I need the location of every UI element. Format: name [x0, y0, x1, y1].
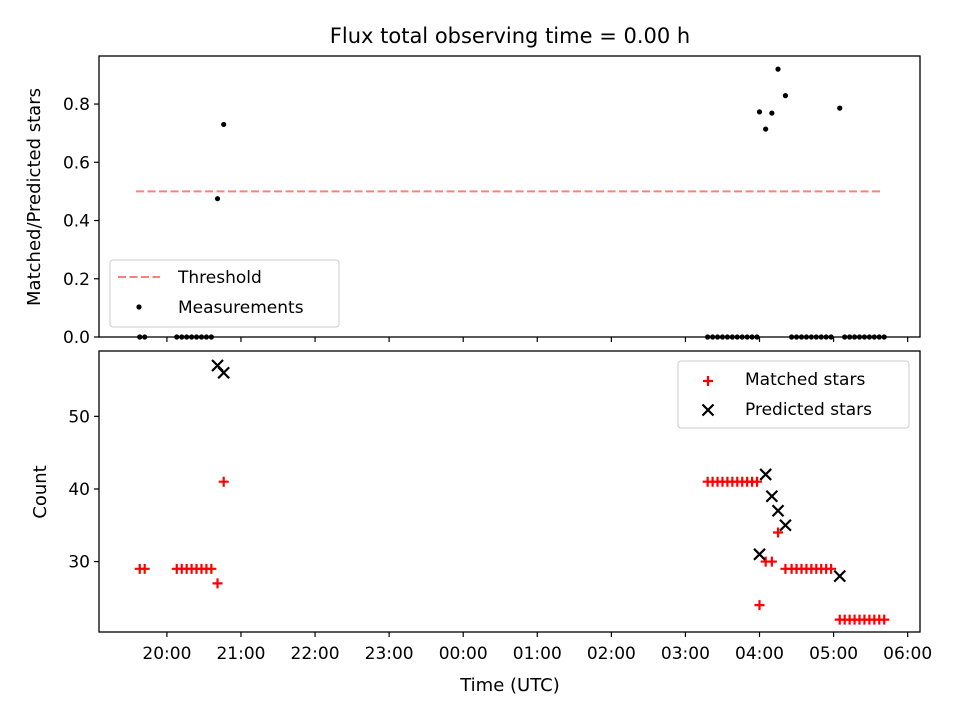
bottom-panel-frame — [98, 350, 921, 633]
predicted-star-point — [765, 489, 779, 503]
x-tick-label: 22:00 — [291, 644, 340, 664]
chart-title: Flux total observing time = 0.00 h — [330, 24, 690, 48]
legend-matched-label: Matched stars — [745, 370, 865, 390]
x-tick-label: 20:00 — [142, 644, 191, 664]
matched-star-point — [826, 563, 837, 574]
top-panel-y-axis: 0.0 0.2 0.4 0.6 0.8 — [63, 95, 99, 348]
bottom-panel-legend: Matched stars Predicted stars — [677, 360, 910, 429]
y-tick-label: 0.0 — [63, 328, 90, 348]
predicted-star-point — [779, 518, 792, 532]
y-tick-label: 0.2 — [63, 270, 90, 290]
y-tick-label: 0.4 — [63, 212, 90, 232]
x-tick-label: 04:00 — [735, 644, 784, 664]
legend-box — [677, 360, 910, 429]
matched-star-point — [879, 614, 890, 625]
matched-star-point — [773, 527, 784, 538]
x-tick-label: 23:00 — [365, 644, 414, 664]
measurement-point — [214, 196, 221, 202]
x-tick-label: 21:00 — [216, 644, 265, 664]
y-tick-label: 0.8 — [63, 95, 90, 115]
legend-predicted-swatch — [701, 403, 715, 417]
matched-star-point — [752, 476, 763, 487]
measurement-point — [775, 66, 781, 72]
matched-star-point — [766, 556, 777, 567]
top-panel-frame — [98, 55, 921, 338]
measurement-point — [769, 110, 775, 116]
x-tick-label: 05:00 — [809, 644, 858, 664]
matched-star-point — [754, 600, 765, 611]
predicted-star-point — [759, 468, 772, 481]
matched-star-point — [139, 563, 150, 574]
predicted-star-point — [771, 504, 785, 518]
bottom-panel-y-axis: 30 40 50 — [68, 407, 99, 573]
legend-measurements-swatch — [136, 304, 142, 310]
measurement-point — [782, 93, 789, 99]
x-tick-label: 00:00 — [439, 644, 488, 664]
top-panel-legend: Threshold Measurements — [109, 259, 340, 328]
top-panel-x-ticks — [166, 337, 909, 342]
measurement-point — [756, 109, 763, 115]
legend-predicted-label: Predicted stars — [745, 400, 872, 420]
matched-star-point — [206, 563, 217, 574]
y-tick-label: 50 — [68, 407, 90, 427]
legend-box — [109, 259, 340, 328]
matched-star-point — [212, 578, 223, 589]
x-tick-label: 01:00 — [513, 644, 562, 664]
legend-matched-swatch — [703, 376, 713, 386]
measurement-point — [221, 121, 227, 128]
bottom-panel-marks — [134, 359, 890, 625]
top-panel: 0.00.20.40.60.8 Matched/Predicted stars … — [24, 55, 921, 348]
y-tick-label: 0.6 — [63, 153, 90, 173]
measurement-point — [763, 126, 769, 132]
x-axis-label: Time (UTC) — [459, 675, 560, 696]
bottom-panel-y-axis-label: Count — [30, 465, 51, 518]
predicted-star-point — [833, 569, 847, 583]
x-tick-label: 03:00 — [661, 644, 710, 664]
y-tick-label: 40 — [68, 480, 90, 500]
legend-threshold-label: Threshold — [177, 268, 262, 288]
measurement-point — [837, 105, 843, 111]
x-tick-label: 02:00 — [587, 644, 636, 664]
top-panel-y-axis-label: Matched/Predicted stars — [24, 88, 45, 306]
predicted-star-point — [217, 366, 230, 380]
bottom-panel: 30 40 50 20:00 21:00 22:00 23:00 00:00 01:00 02:… — [30, 350, 932, 696]
legend-measurements-label: Measurements — [178, 298, 304, 318]
x-tick-label: 06:00 — [883, 644, 932, 664]
bottom-panel-x-axis: 20:00 21:00 22:00 23:00 00:00 01:00 02:00 03:00… — [142, 632, 932, 664]
y-tick-label: 30 — [68, 553, 90, 573]
predicted-star-point — [753, 548, 766, 561]
matched-star-point — [218, 476, 229, 487]
